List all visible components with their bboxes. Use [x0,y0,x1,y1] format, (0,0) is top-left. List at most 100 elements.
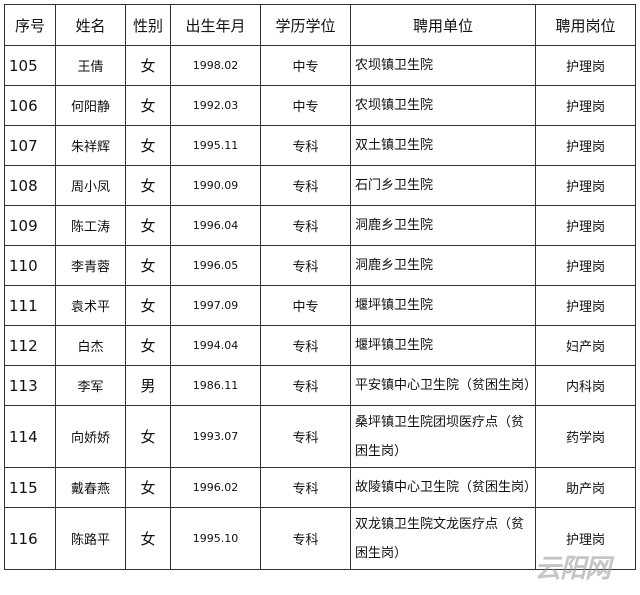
cell-date: 1996.02 [170,467,261,508]
table-row: 109 陈工涛女 1996.04 专科 洞鹿乡卫生院 护理岗 [4,205,636,246]
cell-num: 105 [4,45,56,86]
cell-num: 106 [4,85,56,126]
cell-num: 109 [4,205,56,246]
cell-name: 向娇娇 [55,405,126,468]
table-row: 116 陈路平女 1995.10 专科 双龙镇卫生院文龙医疗点（贫困生岗） 护理岗 [4,507,636,570]
cell-edu: 专科 [260,467,351,508]
cell-name: 周小凤 [55,165,126,206]
table-row: 105 王倩女 1998.02 中专 农坝镇卫生院 护理岗 [4,45,636,86]
cell-unit: 洞鹿乡卫生院 [350,245,536,286]
cell-unit: 洞鹿乡卫生院 [350,205,536,246]
cell-name: 李青蓉 [55,245,126,286]
cell-post: 助产岗 [535,467,636,508]
cell-post: 护理岗 [535,205,636,246]
cell-name: 李军 [55,365,126,406]
column-header: 聘用单位 [350,4,536,46]
table-row: 113 李军男 1986.11 专科 平安镇中心卫生院（贫困生岗） 内科岗 [4,365,636,406]
cell-num: 110 [4,245,56,286]
cell-unit: 平安镇中心卫生院（贫困生岗） [350,365,537,406]
cell-sex: 女 [125,467,171,508]
table-row: 111 袁术平女 1997.09 中专 堰坪镇卫生院 护理岗 [4,285,636,326]
table-row: 107 朱祥辉女 1995.11 专科 双土镇卫生院 护理岗 [4,125,636,166]
cell-edu: 中专 [260,45,351,86]
cell-unit: 堰坪镇卫生院 [350,325,536,366]
cell-name: 戴春燕 [55,467,126,508]
cell-post: 妇产岗 [535,325,636,366]
cell-name: 陈工涛 [55,205,126,246]
cell-date: 1998.02 [170,45,261,86]
cell-date: 1986.11 [170,365,261,406]
header-row: 序号 姓名 性别 出生年月 学历学位 聘用单位 聘用岗位 [4,4,636,46]
cell-num: 108 [4,165,56,206]
cell-edu: 专科 [260,507,351,570]
cell-unit: 石门乡卫生院 [350,165,536,206]
cell-num: 113 [4,365,56,406]
column-header: 出生年月 [170,4,261,46]
cell-date: 1995.10 [170,507,261,570]
cell-date: 1992.03 [170,85,261,126]
cell-num: 112 [4,325,56,366]
cell-edu: 专科 [260,325,351,366]
table-row: 112 白杰女 1994.04 专科 堰坪镇卫生院 妇产岗 [4,325,636,366]
cell-num: 107 [4,125,56,166]
cell-date: 1993.07 [170,405,261,468]
column-header: 姓名 [55,4,126,46]
cell-unit: 农坝镇卫生院 [350,45,536,86]
cell-sex: 女 [125,85,171,126]
cell-unit: 双龙镇卫生院文龙医疗点（贫困生岗） [350,507,536,570]
cell-sex: 女 [125,125,171,166]
cell-sex: 女 [125,325,171,366]
table-row: 106 何阳静女 1992.03 中专 农坝镇卫生院 护理岗 [4,85,636,126]
cell-edu: 专科 [260,125,351,166]
column-header: 序号 [4,4,56,46]
cell-name: 白杰 [55,325,126,366]
cell-name: 王倩 [55,45,126,86]
cell-sex: 女 [125,165,171,206]
cell-date: 1990.09 [170,165,261,206]
table-row: 108 周小凤女 1990.09 专科 石门乡卫生院 护理岗 [4,165,636,206]
cell-edu: 专科 [260,405,351,468]
cell-post: 护理岗 [535,45,636,86]
cell-post: 护理岗 [535,507,636,570]
cell-unit: 双土镇卫生院 [350,125,536,166]
cell-unit: 农坝镇卫生院 [350,85,536,126]
cell-post: 护理岗 [535,245,636,286]
cell-sex: 女 [125,45,171,86]
cell-post: 药学岗 [535,405,636,468]
cell-unit: 桑坪镇卫生院团坝医疗点（贫困生岗） [350,405,536,468]
cell-date: 1995.11 [170,125,261,166]
table-row: 115 戴春燕女 1996.02 专科 故陵镇中心卫生院（贫困生岗） 助产岗 [4,467,636,508]
cell-sex: 女 [125,245,171,286]
cell-post: 护理岗 [535,285,636,326]
column-header: 聘用岗位 [535,4,636,46]
cell-date: 1994.04 [170,325,261,366]
cell-num: 111 [4,285,56,326]
cell-post: 护理岗 [535,125,636,166]
cell-post: 内科岗 [535,365,636,406]
cell-name: 袁术平 [55,285,126,326]
staff-table: 序号 姓名 性别 出生年月 学历学位 聘用单位 聘用岗位 105 王倩女 1998.02 中专 农坝… [4,4,636,570]
table-row: 114 向娇娇女 1993.07 专科 桑坪镇卫生院团坝医疗点（贫困生岗） 药学岗 [4,405,636,468]
column-header: 性别 [125,4,171,46]
cell-num: 116 [4,507,56,570]
cell-edu: 中专 [260,85,351,126]
cell-sex: 女 [125,507,171,570]
table-row: 110 李青蓉女 1996.05 专科 洞鹿乡卫生院 护理岗 [4,245,636,286]
cell-post: 护理岗 [535,165,636,206]
cell-edu: 专科 [260,245,351,286]
cell-sex: 女 [125,405,171,468]
cell-date: 1997.09 [170,285,261,326]
cell-edu: 专科 [260,365,351,406]
cell-name: 朱祥辉 [55,125,126,166]
cell-sex: 女 [125,285,171,326]
cell-unit: 故陵镇中心卫生院（贫困生岗） [350,467,537,508]
watermark-logo: 云阳网 [535,554,611,584]
cell-post: 护理岗 [535,85,636,126]
cell-sex: 女 [125,205,171,246]
cell-num: 114 [4,405,56,468]
cell-num: 115 [4,467,56,508]
cell-edu: 专科 [260,205,351,246]
cell-unit: 堰坪镇卫生院 [350,285,536,326]
cell-edu: 中专 [260,285,351,326]
cell-name: 何阳静 [55,85,126,126]
